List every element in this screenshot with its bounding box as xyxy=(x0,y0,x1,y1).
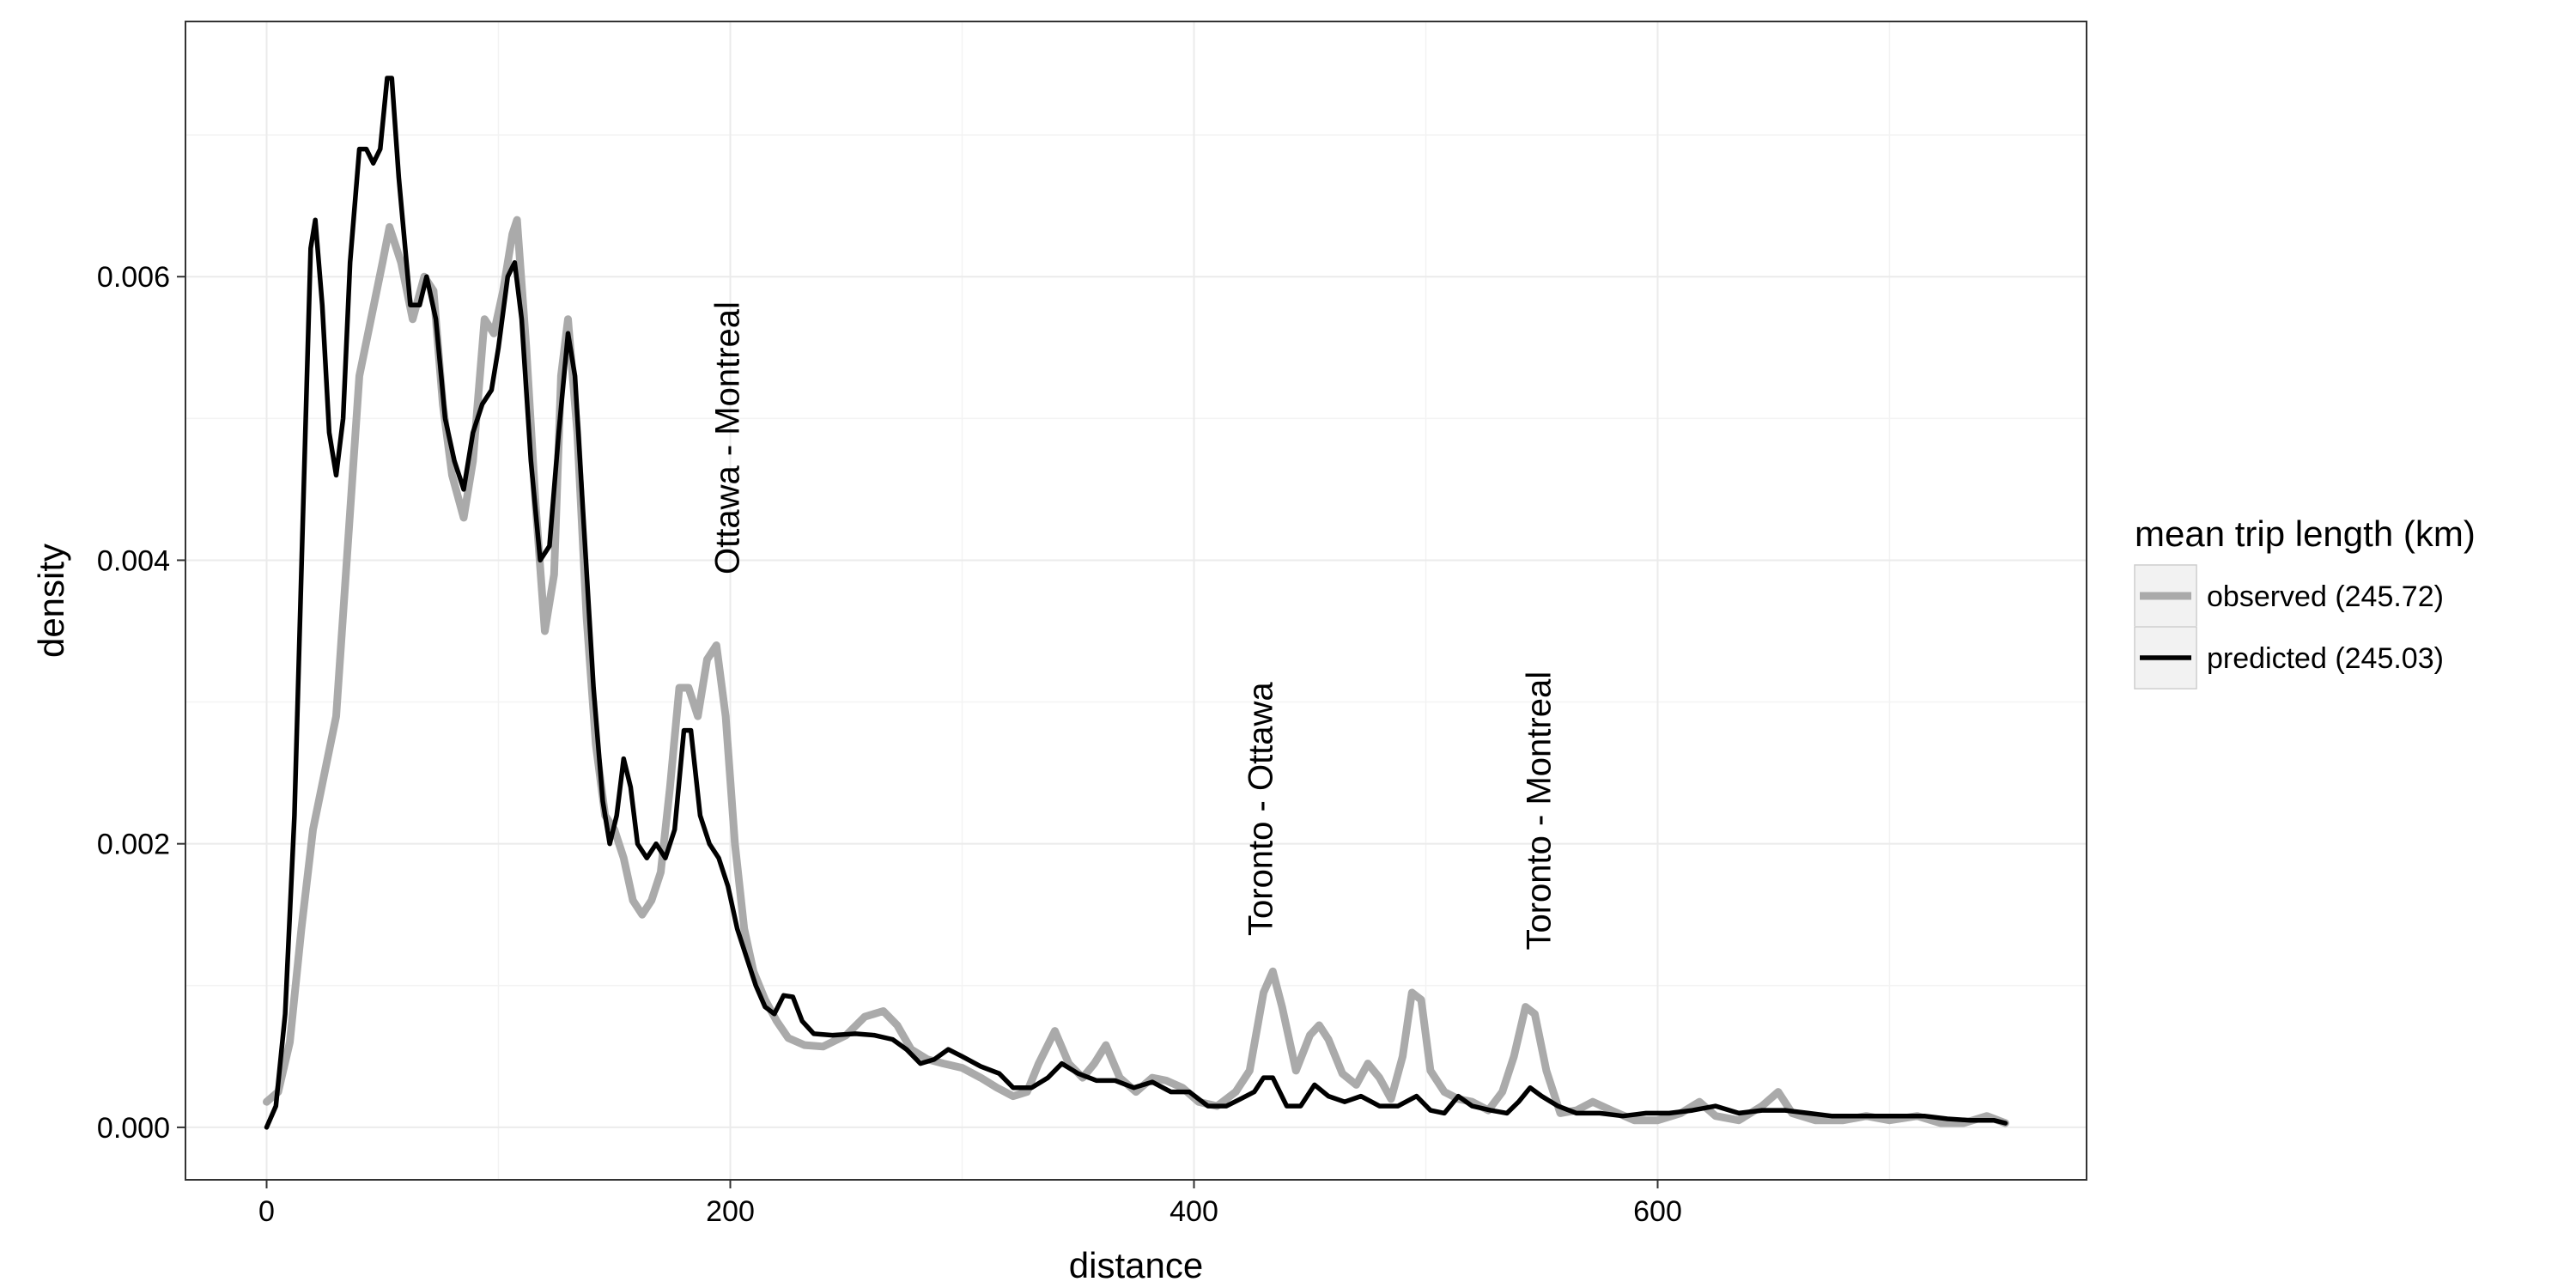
y-tick-label: 0.006 xyxy=(97,261,170,294)
x-tick-label: 200 xyxy=(706,1195,755,1228)
legend-label: observed (245.72) xyxy=(2207,580,2444,613)
legend-keys: observed (245.72) predicted (245.03) xyxy=(2134,564,2444,690)
annotation-layer: Ottawa - Montreal Toronto - Ottawa Toronto… xyxy=(709,301,1558,950)
x-tick-label: 400 xyxy=(1170,1195,1218,1228)
y-axis-title: density xyxy=(31,544,71,658)
y-tick-label: 0.000 xyxy=(97,1112,170,1145)
series-line-observed xyxy=(263,216,2009,1127)
legend-label: predicted (245.03) xyxy=(2207,642,2444,675)
legend: mean trip length (km) observed (245.72) p… xyxy=(2134,513,2476,690)
legend-key-border xyxy=(2134,626,2197,690)
annotation-label: Ottawa - Montreal xyxy=(709,301,747,574)
legend-title: mean trip length (km) xyxy=(2135,513,2476,554)
y-tick-label: 0.002 xyxy=(97,829,170,861)
x-axis: 0 200 400 600 xyxy=(258,1180,1682,1228)
series-layer xyxy=(263,76,2009,1130)
x-tick-label: 600 xyxy=(1633,1195,1682,1228)
minor-gridlines xyxy=(185,21,2087,1180)
x-tick-label: 0 xyxy=(258,1195,275,1228)
x-axis-title: distance xyxy=(1069,1245,1203,1285)
annotation-label: Toronto - Montreal xyxy=(1521,671,1558,951)
series-line-predicted xyxy=(264,76,2008,1130)
annotation-label: Toronto - Ottawa xyxy=(1242,682,1280,936)
y-tick-label: 0.004 xyxy=(97,544,170,577)
panel-border xyxy=(185,21,2087,1181)
y-axis: 0.000 0.002 0.004 0.006 xyxy=(97,261,185,1145)
